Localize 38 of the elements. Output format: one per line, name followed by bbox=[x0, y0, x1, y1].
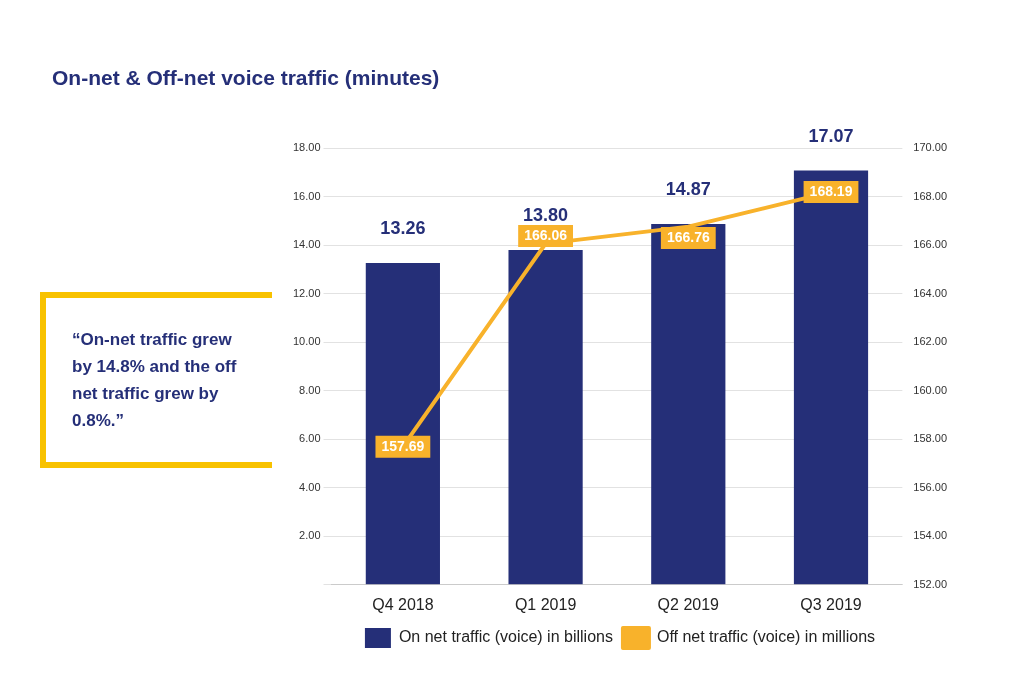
y-tick-label: 12.00 bbox=[293, 286, 321, 299]
bar bbox=[365, 263, 440, 585]
y2-tick-label: 160.00 bbox=[913, 383, 948, 396]
y2-tick-label: 164.00 bbox=[913, 286, 948, 299]
x-tick-label: Q4 2018 bbox=[372, 595, 434, 613]
y2-tick-label: 154.00 bbox=[913, 529, 948, 542]
y2-tick-label: 162.00 bbox=[913, 335, 948, 348]
x-tick-label: Q2 2019 bbox=[657, 595, 720, 613]
y-tick-label: 10.00 bbox=[293, 335, 321, 348]
y2-tick-label: 158.00 bbox=[913, 432, 948, 445]
y2-tick-label: 156.00 bbox=[913, 480, 948, 493]
y-tick-label: 8.00 bbox=[299, 383, 321, 396]
y2-tick-label: 170.00 bbox=[913, 141, 948, 154]
y-tick-label: 16.00 bbox=[293, 189, 321, 202]
chart-title: On-net & Off-net voice traffic (minutes) bbox=[52, 66, 440, 90]
x-tick-label: Q1 2019 bbox=[514, 595, 577, 613]
data-label: 17.07 bbox=[808, 125, 854, 146]
data-label: 166.06 bbox=[524, 226, 568, 243]
bar bbox=[793, 170, 869, 585]
data-label: 166.76 bbox=[666, 228, 710, 245]
data-label: 157.69 bbox=[381, 437, 425, 454]
y2-tick-label: 168.00 bbox=[913, 189, 948, 202]
legend-label: On net traffic (voice) in billions bbox=[398, 628, 613, 646]
bar bbox=[651, 223, 726, 585]
y-tick-label: 14.00 bbox=[293, 238, 321, 251]
data-label: 13.80 bbox=[523, 204, 569, 225]
y-tick-label: 18.00 bbox=[293, 141, 321, 154]
legend-label: Off net traffic (voice) in millions bbox=[656, 628, 876, 646]
y-tick-label: 6.00 bbox=[299, 432, 321, 445]
y2-tick-label: 166.00 bbox=[913, 238, 948, 251]
data-label: 14.87 bbox=[665, 178, 711, 199]
data-label: 168.19 bbox=[809, 182, 853, 199]
y-tick-label: 4.00 bbox=[299, 480, 321, 493]
text: “On-net traffic grew by 14.8% and the off net traffic grew by 0.8%.” bbox=[40, 292, 272, 468]
x-tick-label: Q3 2019 bbox=[800, 595, 862, 613]
data-label: 13.26 bbox=[380, 217, 426, 238]
y2-tick-label: 152.00 bbox=[913, 577, 948, 590]
y-tick-label: 2.00 bbox=[299, 529, 321, 542]
